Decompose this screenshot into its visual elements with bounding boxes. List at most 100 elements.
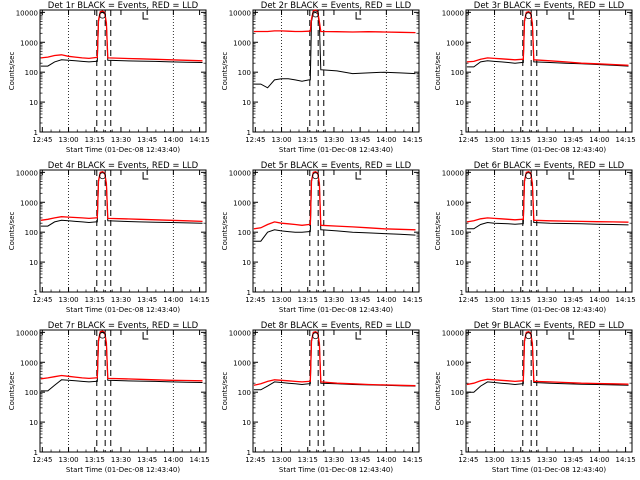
panel-det-5: Det 5r BLACK = Events, RED = LLD 1 10 100 10… <box>221 161 423 314</box>
y-tick-label: 10 <box>242 259 251 267</box>
x-tick-label: 14:15 <box>615 456 635 464</box>
x-tick-label: 13:00 <box>484 296 504 304</box>
x-tick-label: 13:30 <box>111 296 131 304</box>
y-axis-label: Counts/sec <box>8 52 16 91</box>
panel-title: Det 7r BLACK = Events, RED = LLD <box>48 321 199 331</box>
x-tick-label: 13:30 <box>324 296 344 304</box>
plot-frame <box>39 9 207 133</box>
y-tick-label: 1000 <box>20 39 38 47</box>
panel-det-3: Det 3r BLACK = Events, RED = LLD 1 10 100 10… <box>434 1 636 154</box>
x-tick-label: 13:30 <box>111 136 131 144</box>
y-tick-label: 1 <box>247 129 251 137</box>
x-tick-label: 13:30 <box>537 296 557 304</box>
x-tick-label: 14:00 <box>589 456 609 464</box>
x-tick-label: 13:00 <box>484 456 504 464</box>
x-tick-label: 13:45 <box>563 456 583 464</box>
x-tick-label: 13:45 <box>350 136 370 144</box>
peak-marker <box>99 11 106 19</box>
peak-marker <box>99 331 106 339</box>
x-tick-label: 12:45 <box>32 296 52 304</box>
y-tick-label: 100 <box>451 229 464 237</box>
panel-title: Det 4r BLACK = Events, RED = LLD <box>48 161 199 171</box>
top-marker <box>142 12 149 20</box>
x-tick-label: 13:45 <box>137 136 157 144</box>
plot-frame <box>252 329 420 453</box>
y-tick-label: 10000 <box>442 329 464 337</box>
x-tick-label: 13:00 <box>58 456 78 464</box>
x-tick-label: 13:45 <box>137 456 157 464</box>
y-axis-label: Counts/sec <box>434 212 442 251</box>
y-tick-label: 1 <box>247 289 251 297</box>
y-tick-label: 100 <box>451 389 464 397</box>
x-tick-label: 12:45 <box>458 136 478 144</box>
x-tick-label: 14:15 <box>189 456 209 464</box>
y-axis-label: Counts/sec <box>8 372 16 411</box>
x-axis-label: Start Time (01-Dec-08 12:43:40) <box>66 146 180 154</box>
panel-det-6: Det 6r BLACK = Events, RED = LLD 1 10 100 10… <box>434 161 636 314</box>
panel-title: Det 3r BLACK = Events, RED = LLD <box>474 1 625 11</box>
y-tick-label: 10 <box>29 419 38 427</box>
peak-marker <box>312 10 319 18</box>
lld-line <box>466 170 629 223</box>
y-axis-label: Counts/sec <box>434 372 442 411</box>
y-tick-label: 100 <box>238 229 251 237</box>
x-tick-label: 14:15 <box>402 296 422 304</box>
plot-frame <box>465 9 633 133</box>
y-tick-label: 1 <box>34 449 38 457</box>
x-tick-label: 13:15 <box>298 136 318 144</box>
panel-det-8: Det 8r BLACK = Events, RED = LLD 1 10 100 10… <box>221 321 423 474</box>
y-tick-label: 10 <box>455 259 464 267</box>
y-axis-label: Counts/sec <box>221 52 229 91</box>
y-axis-label: Counts/sec <box>8 212 16 251</box>
x-tick-label: 13:00 <box>271 456 291 464</box>
y-tick-label: 1000 <box>233 199 251 207</box>
peak-marker <box>525 12 532 20</box>
x-tick-label: 14:15 <box>402 136 422 144</box>
x-tick-label: 13:45 <box>137 296 157 304</box>
x-axis-label: Start Time (01-Dec-08 12:43:40) <box>279 146 393 154</box>
x-tick-label: 13:00 <box>58 136 78 144</box>
x-tick-label: 14:00 <box>163 456 183 464</box>
y-axis-label: Counts/sec <box>221 372 229 411</box>
peak-marker <box>525 332 532 340</box>
x-tick-label: 13:45 <box>350 456 370 464</box>
x-axis-label: Start Time (01-Dec-08 12:43:40) <box>66 466 180 474</box>
x-tick-label: 13:15 <box>85 296 105 304</box>
y-tick-label: 1 <box>460 449 464 457</box>
y-tick-label: 1000 <box>446 39 464 47</box>
y-tick-label: 10000 <box>442 169 464 177</box>
x-tick-label: 13:30 <box>324 136 344 144</box>
y-tick-label: 1000 <box>20 359 38 367</box>
lld-line <box>40 170 203 223</box>
x-tick-label: 13:30 <box>537 456 557 464</box>
lld-line <box>253 170 416 231</box>
y-tick-label: 10000 <box>16 169 38 177</box>
top-marker <box>142 332 149 340</box>
y-tick-label: 100 <box>25 69 38 77</box>
x-tick-label: 14:00 <box>376 456 396 464</box>
y-tick-label: 100 <box>25 389 38 397</box>
x-tick-label: 13:45 <box>563 296 583 304</box>
top-marker <box>142 172 149 180</box>
top-marker <box>355 332 362 340</box>
y-tick-label: 10 <box>242 99 251 107</box>
x-tick-label: 12:45 <box>458 296 478 304</box>
x-axis-label: Start Time (01-Dec-08 12:43:40) <box>279 306 393 314</box>
x-axis-label: Start Time (01-Dec-08 12:43:40) <box>492 306 606 314</box>
y-tick-label: 1 <box>460 289 464 297</box>
x-tick-label: 14:15 <box>189 296 209 304</box>
plot-frame <box>39 329 207 453</box>
x-tick-label: 13:45 <box>350 296 370 304</box>
x-tick-label: 14:15 <box>189 136 209 144</box>
y-tick-label: 10 <box>455 99 464 107</box>
y-tick-label: 1 <box>34 289 38 297</box>
x-axis-label: Start Time (01-Dec-08 12:43:40) <box>492 146 606 154</box>
plot-frame <box>465 329 633 453</box>
lld-line <box>466 10 629 66</box>
top-marker <box>355 172 362 180</box>
panel-title: Det 2r BLACK = Events, RED = LLD <box>261 1 412 11</box>
y-tick-label: 1000 <box>233 359 251 367</box>
x-tick-label: 14:15 <box>402 456 422 464</box>
panel-title: Det 1r BLACK = Events, RED = LLD <box>48 1 199 11</box>
y-tick-label: 1000 <box>20 199 38 207</box>
